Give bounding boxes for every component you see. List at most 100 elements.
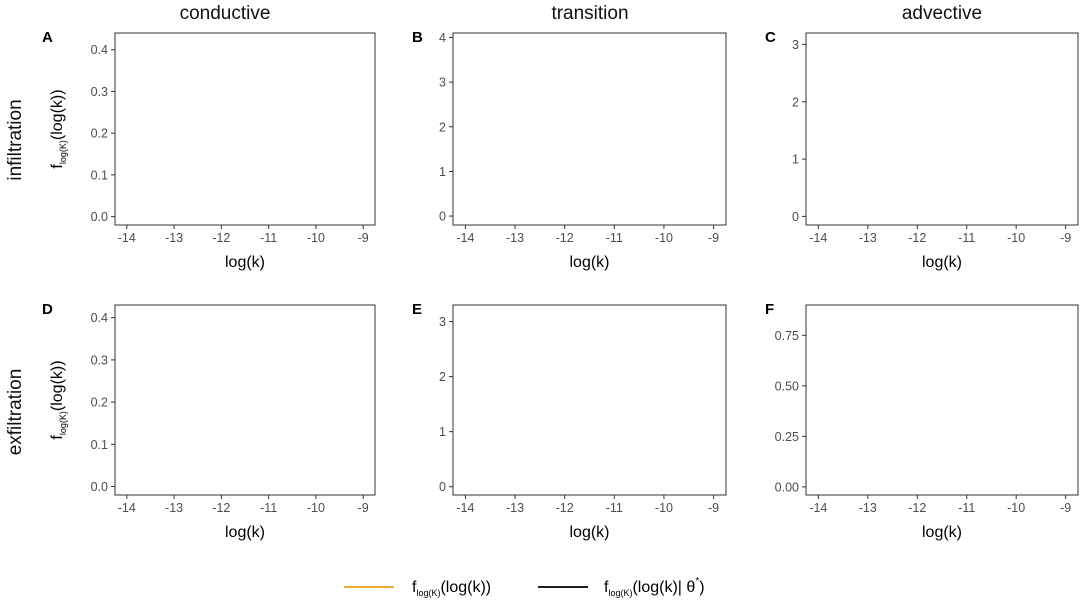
panel-c-x-tick-label: -13 (859, 231, 877, 245)
panel-c-x-tick-label: -10 (1007, 231, 1025, 245)
panel-f-y-tick-label: 0.50 (775, 379, 799, 393)
panel-b-y-tick-label: 0 (439, 210, 446, 224)
legend-prior-label: flog(K)(log(k)) (412, 579, 491, 598)
panel-e-x-tick-label: -11 (606, 501, 623, 515)
column-title-advective: advective (902, 3, 982, 24)
panel-d-frame (114, 304, 376, 496)
panel-e-x-tick-label: -9 (708, 501, 719, 515)
row-title-exfiltration: exfiltration (5, 369, 26, 456)
panel-e-x-tick-label: -12 (556, 501, 574, 515)
panel-d-y-axis-label-f: f (49, 435, 66, 440)
panel-e-x-axis-label: log(k) (569, 524, 609, 541)
panel-f-y-tick-label: 0.00 (775, 480, 799, 494)
panel-f-frame (805, 304, 1079, 496)
panel-a-x-tick-label: -14 (118, 231, 136, 245)
panel-b-x-tick-label: -10 (655, 231, 673, 245)
panel-a-y-tick-label: 0.4 (91, 43, 108, 57)
panel-d-x-tick-label: -14 (118, 501, 136, 515)
panel-c-x-tick-label: -9 (1060, 231, 1071, 245)
panel-b-x-tick-label: -11 (606, 231, 623, 245)
panel-d-letter: D (42, 301, 53, 318)
panel-b-y-tick-label: 1 (439, 165, 446, 179)
panel-e-y-tick-label: 2 (439, 370, 446, 384)
panel-a-x-tick-label: -9 (358, 231, 369, 245)
panel-d-y-axis-label-sub: log(K) (58, 411, 68, 435)
panel-b-x-tick-label: -9 (708, 231, 719, 245)
column-titles: conductive transition advective (180, 3, 983, 24)
column-title-conductive: conductive (180, 3, 271, 24)
panel-c-y-tick-label: 1 (792, 153, 799, 167)
panel-b-x-tick-label: -13 (506, 231, 524, 245)
panel-a-x-tick-label: -12 (212, 231, 230, 245)
panel-c-y-tick-label: 0 (792, 210, 799, 224)
panel-c-x-tick-label: -11 (958, 231, 975, 245)
panel-a-y-axis-label-sub: log(K) (58, 140, 68, 164)
column-title-transition: transition (551, 3, 628, 24)
panel-a-y-tick-label: 0.1 (91, 168, 108, 182)
panel-f-x-tick-label: -10 (1007, 501, 1025, 515)
panel-d-y-tick-label: 0.0 (91, 480, 108, 494)
panel-d-x-tick-label: -13 (165, 501, 183, 515)
panel-a-y-axis-label-f: f (49, 164, 66, 169)
panel-e-y-tick-label: 1 (439, 425, 446, 439)
panel-d-y-tick-label: 0.1 (91, 438, 108, 452)
panel-e-x-tick-label: -13 (506, 501, 524, 515)
panel-a-x-axis-label: log(k) (225, 254, 265, 271)
panel-a-y-tick-label: 0.0 (91, 210, 108, 224)
panel-f-x-tick-label: -13 (859, 501, 877, 515)
panel-d-y-tick-label: 0.2 (91, 396, 108, 410)
panel-d-x-tick-label: -9 (358, 501, 369, 515)
panel-e-x-tick-label: -14 (456, 501, 474, 515)
panel-a-x-tick-label: -13 (165, 231, 183, 245)
panel-e-y-tick-label: 3 (439, 315, 446, 329)
row-title-infiltration: infiltration (5, 99, 26, 180)
panel-c-y-tick-label: 3 (792, 38, 799, 52)
panel-d-y-axis-label-rest: (log(k)) (49, 360, 66, 411)
panel-b-letter: B (412, 29, 423, 46)
panel-b-x-tick-label: -12 (556, 231, 574, 245)
panel-d-y-axis-label: flog(K)(log(k)) (49, 360, 68, 439)
panel-f-letter: F (765, 301, 774, 318)
panel-d-y-tick-label: 0.3 (91, 353, 108, 367)
legend: flog(K)(log(k)) flog(K)(log(k)| θ*) (344, 576, 705, 598)
panel-c-letter: C (765, 29, 776, 46)
panel-b-y-tick-label: 3 (439, 76, 446, 90)
panel-b-y-tick-label: 4 (439, 31, 446, 45)
panel-d-x-tick-label: -12 (212, 501, 230, 515)
panel-c-y-tick-label: 2 (792, 95, 799, 109)
panel-a-frame (114, 32, 376, 226)
panel-c-frame (805, 32, 1079, 226)
panel-e-letter: E (412, 301, 422, 318)
panel-c-x-tick-label: -12 (908, 231, 926, 245)
panel-c-x-axis-label: log(k) (922, 254, 962, 271)
panel-f-x-tick-label: -14 (809, 501, 827, 515)
panel-b-frame (452, 32, 727, 226)
panel-d-x-tick-label: -11 (260, 501, 277, 515)
panel-d-x-axis-label: log(k) (225, 524, 265, 541)
panel-f-x-tick-label: -11 (958, 501, 975, 515)
panel-a-y-tick-label: 0.3 (91, 85, 108, 99)
panel-e-frame (452, 304, 727, 496)
panel-b-x-axis-label: log(k) (569, 254, 609, 271)
panel-f-y-tick-label: 0.25 (775, 430, 799, 444)
panel-f-x-tick-label: -9 (1060, 501, 1071, 515)
legend-posterior-label: flog(K)(log(k)| θ*) (604, 576, 705, 598)
panel-e-x-tick-label: -10 (655, 501, 673, 515)
panel-d-x-tick-label: -10 (307, 501, 325, 515)
panel-f-y-tick-label: 0.75 (775, 329, 799, 343)
panel-d-y-tick-label: 0.4 (91, 311, 108, 325)
panel-a-y-tick-label: 0.2 (91, 127, 108, 141)
panel-a-y-axis-label-rest: (log(k)) (49, 89, 66, 140)
panel-c-x-tick-label: -14 (809, 231, 827, 245)
panel-b-y-tick-label: 2 (439, 120, 446, 134)
panel-b-x-tick-label: -14 (456, 231, 474, 245)
panel-a-letter: A (42, 29, 53, 46)
